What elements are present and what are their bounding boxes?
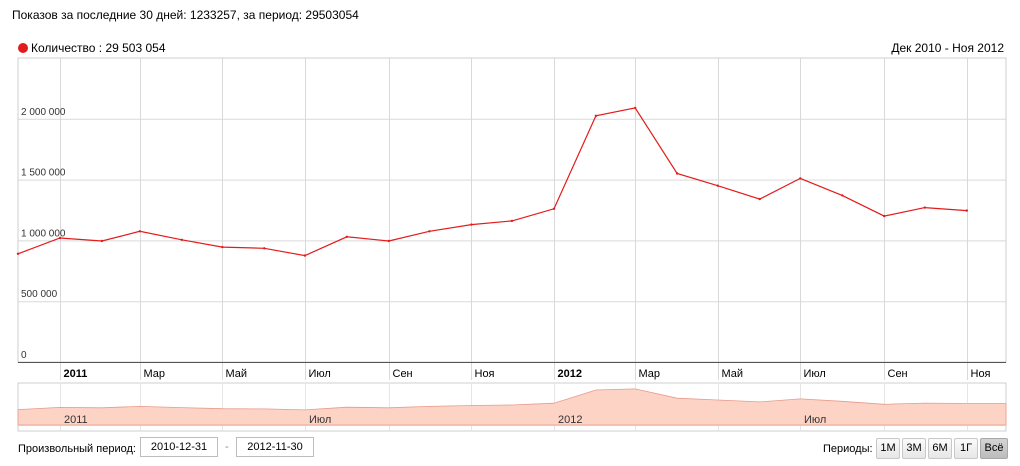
navigator-label: Июл	[804, 414, 826, 426]
data-point	[180, 238, 183, 241]
data-point	[799, 177, 802, 180]
x-tick-label: Май	[722, 368, 744, 380]
x-tick-label: Сен	[888, 368, 908, 380]
views-chart[interactable]: 0 500 000 1 000 000 1 500 000 2 000 000 2011…	[0, 0, 1020, 436]
y-axis-ticks: 0 500 000 1 000 000 1 500 000 2 000 000	[21, 107, 66, 361]
date-range-label: Дек 2010 - Ноя 2012	[891, 41, 1004, 55]
data-point	[16, 252, 20, 255]
views-summary: Показов за последние 30 дней: 1233257, з…	[12, 8, 359, 22]
data-point	[552, 207, 556, 210]
date-from-input[interactable]: 2010-12-31	[140, 437, 218, 457]
controls-bar: Произвольный период: 2010-12-31 - 2012-1…	[0, 436, 1020, 462]
x-tick-label: Ноя	[971, 368, 991, 380]
data-point	[923, 206, 926, 209]
data-point	[594, 114, 598, 118]
x-tick-label: Июл	[309, 368, 331, 380]
plot-border	[17, 57, 1007, 363]
data-point	[303, 254, 307, 257]
data-point	[510, 219, 514, 223]
data-point	[758, 197, 761, 201]
navigator-label: 2011	[64, 414, 88, 426]
period-button[interactable]: 3М	[902, 438, 926, 459]
x-tick-label: 2011	[64, 368, 88, 380]
data-point	[883, 214, 886, 218]
data-point	[263, 247, 266, 250]
navigator-label: Июл	[309, 414, 331, 426]
periods-label: Периоды:	[823, 443, 873, 455]
date-separator: -	[225, 441, 229, 453]
x-tick-label: Сен	[393, 368, 413, 380]
y-tick-label: 2 000 000	[21, 107, 66, 118]
x-tick-label: Мар	[144, 368, 166, 380]
y-tick-label: 1 500 000	[21, 168, 66, 179]
y-tick-label: 1 000 000	[21, 228, 66, 239]
data-point	[841, 194, 844, 197]
legend-label: Количество : 29 503 054	[31, 41, 166, 55]
data-point	[221, 245, 224, 249]
main-grid	[18, 58, 1006, 380]
x-tick-label: Июл	[804, 368, 826, 380]
x-tick-label: Ноя	[475, 368, 495, 380]
legend[interactable]: Количество : 29 503 054	[18, 41, 166, 55]
period-button[interactable]: 6М	[928, 438, 952, 459]
series-layer	[16, 106, 968, 257]
data-point	[428, 230, 431, 233]
x-tick-label: 2012	[558, 368, 582, 380]
data-point	[138, 230, 141, 233]
navigator[interactable]: 2011 Июл 2012 Июл	[17, 382, 1007, 432]
series-line	[17, 107, 967, 257]
date-to-input[interactable]: 2012-11-30	[236, 437, 314, 457]
data-point	[470, 223, 473, 226]
navigator-label: 2012	[558, 414, 582, 426]
navigator-area	[17, 388, 1007, 426]
x-axis-ticks: 2011 Мар Май Июл Сен Ноя 2012 Мар Май Июл Сен Ноя	[64, 368, 991, 380]
plot-frame	[17, 57, 1007, 363]
data-point	[387, 239, 390, 243]
y-tick-label: 0	[21, 350, 27, 361]
period-button[interactable]: Всё	[980, 438, 1008, 459]
data-point	[716, 184, 719, 187]
data-point	[58, 236, 62, 240]
data-point	[634, 106, 637, 110]
data-point	[100, 239, 104, 243]
data-point	[345, 235, 349, 238]
x-tick-label: Мар	[639, 368, 661, 380]
data-point	[965, 209, 968, 212]
period-button[interactable]: 1М	[876, 438, 900, 459]
period-button[interactable]: 1Г	[954, 438, 978, 459]
x-tick-label: Май	[226, 368, 248, 380]
custom-period-label: Произвольный период:	[18, 443, 136, 455]
y-tick-label: 500 000	[21, 289, 58, 300]
data-point	[675, 172, 679, 175]
legend-dot-icon	[18, 43, 28, 53]
